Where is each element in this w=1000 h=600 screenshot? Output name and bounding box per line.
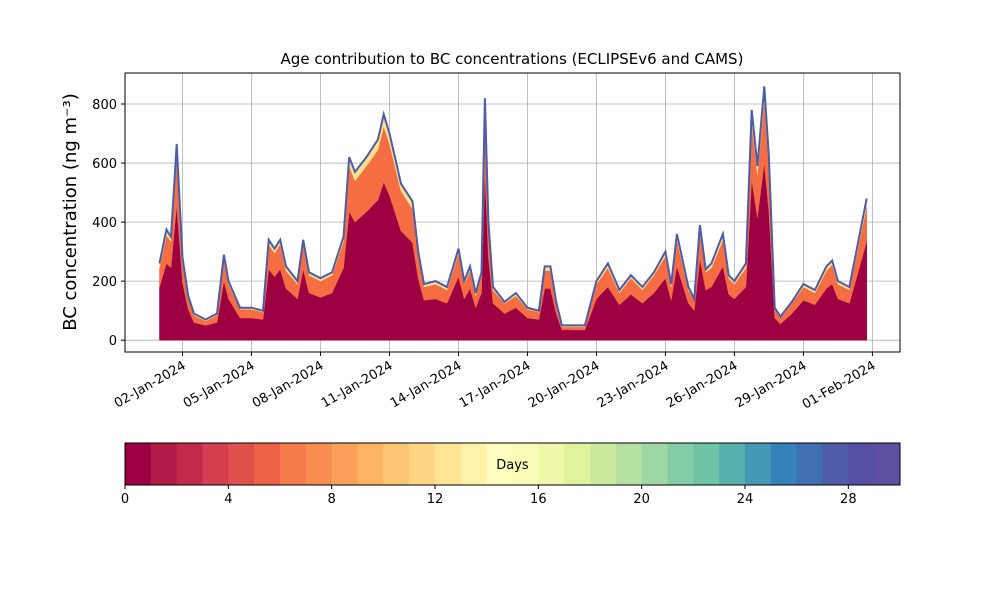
x-tick-label: 14-Jan-2024	[388, 358, 465, 411]
y-tick-label: 800	[92, 98, 117, 113]
x-tick-label: 17-Jan-2024	[457, 358, 534, 411]
plot-frame	[124, 72, 901, 353]
colorbar-tick-label: 28	[840, 492, 857, 507]
x-tick-label: 29-Jan-2024	[733, 358, 810, 411]
x-tick-label: 02-Jan-2024	[112, 358, 189, 411]
colorbar-tick-label: 8	[328, 492, 336, 507]
colorbar-cell	[176, 443, 203, 485]
colorbar-cell	[125, 443, 152, 485]
colorbar-cell	[305, 443, 333, 485]
colorbar-cell	[822, 443, 849, 485]
colorbar-tick-label: 4	[224, 492, 232, 507]
x-tick-label: 05-Jan-2024	[181, 358, 258, 411]
colorbar-cell	[435, 443, 462, 485]
y-tick-label: 200	[92, 275, 117, 290]
colorbar-cell	[331, 443, 358, 485]
colorbar-tick-label: 24	[737, 492, 754, 507]
x-tick-label: 11-Jan-2024	[319, 358, 396, 411]
colorbar-cell	[280, 443, 307, 485]
y-tick-label: 0	[109, 334, 117, 349]
colorbar-cell	[693, 443, 720, 485]
y-tick-label: 600	[92, 157, 117, 172]
y-axis-label: BC concentration (ng m⁻³)	[60, 93, 81, 331]
x-tick-label: 23-Jan-2024	[595, 358, 672, 411]
y-tick-label: 400	[92, 216, 117, 231]
colorbar-cell	[564, 443, 591, 485]
colorbar-cell	[745, 443, 772, 485]
x-tick-label: 08-Jan-2024	[250, 358, 327, 411]
colorbar-cell	[641, 443, 668, 485]
envelope	[158, 86, 868, 327]
colorbar-cell	[254, 443, 281, 485]
colorbar-cell	[486, 443, 513, 485]
x-tick-label: 01-Feb-2024	[800, 358, 879, 412]
colorbar-tick-label: 0	[121, 492, 129, 507]
colorbar-cell	[409, 443, 436, 485]
colorbar-cell	[357, 443, 384, 485]
colorbar-cell	[848, 443, 875, 485]
colorbar-cell	[383, 443, 410, 485]
colorbar-cell	[874, 443, 901, 485]
colorbar-tick-label: 16	[530, 492, 547, 507]
colorbar-tick-label: 12	[427, 492, 444, 507]
colorbar-cell	[538, 443, 565, 485]
colorbar-cell	[590, 443, 617, 485]
colorbar-cell	[796, 443, 823, 485]
colorbar-cell	[202, 443, 229, 485]
colorbar-cell	[512, 443, 539, 485]
colorbar-cell	[150, 443, 178, 485]
colorbar-cell	[228, 443, 255, 485]
colorbar-label: Days	[496, 458, 529, 473]
colorbar-frame	[124, 442, 901, 486]
colorbar-cell	[719, 443, 746, 485]
x-tick-label: 20-Jan-2024	[526, 358, 603, 411]
colorbar-tick-label: 20	[633, 492, 650, 507]
colorbar-cell	[460, 443, 488, 485]
colorbar-cell	[615, 443, 643, 485]
colorbar-cell	[667, 443, 694, 485]
colorbar-cell	[770, 443, 798, 485]
chart-title: Age contribution to BC concentrations (E…	[281, 50, 744, 68]
x-tick-label: 26-Jan-2024	[664, 358, 741, 411]
